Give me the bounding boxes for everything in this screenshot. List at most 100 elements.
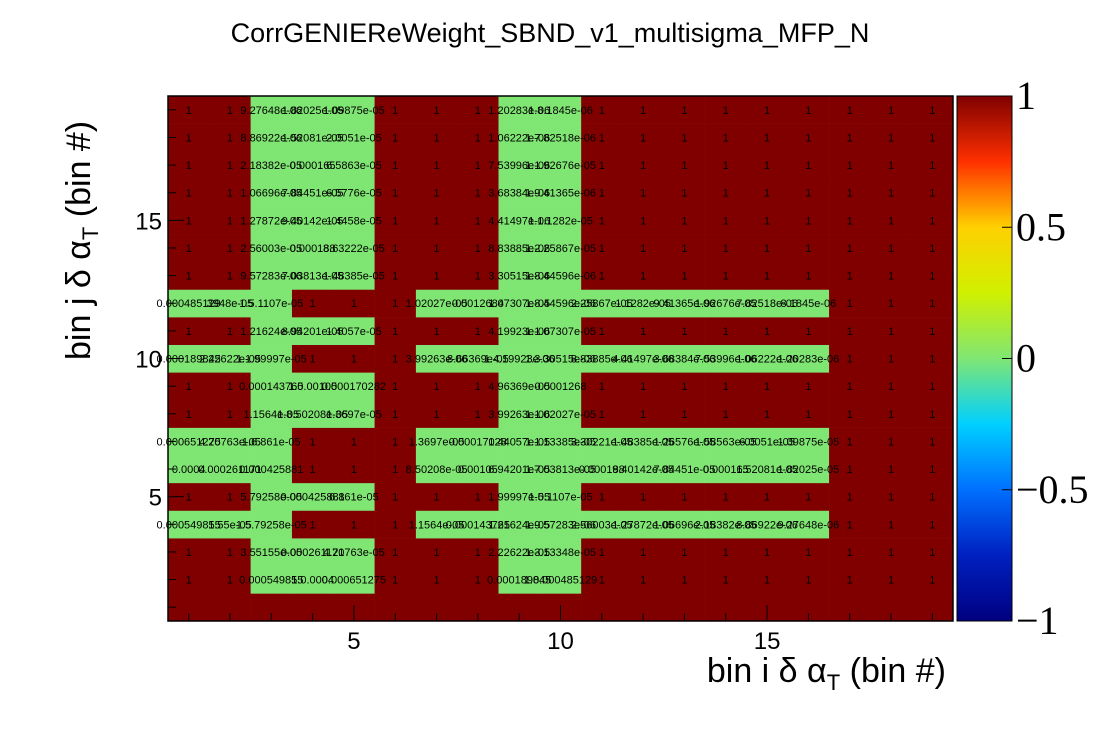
cell-value-label: 1	[764, 132, 770, 144]
heatmap-cell	[829, 372, 871, 401]
cell-value-label: 1	[599, 243, 605, 255]
heatmap-cell	[581, 178, 623, 207]
cell-value-label: 1	[475, 409, 481, 421]
cell-value-label: 1	[433, 243, 439, 255]
cell-value-label: 1	[723, 409, 729, 421]
cell-value-label: 1	[392, 243, 398, 255]
cell-value-label: 1	[764, 105, 770, 117]
cell-value-label: 0.000261171	[198, 464, 261, 476]
cell-value-label: 1.27872e-05	[612, 519, 674, 531]
cell-value-label: 8.63222e-05	[323, 243, 385, 255]
heatmap-cell	[539, 372, 582, 401]
cell-value-label: 1	[186, 326, 192, 338]
heatmap-cell	[622, 565, 665, 594]
cell-value-label: 0.000651275	[157, 436, 221, 448]
cell-value-label: 1	[929, 381, 935, 393]
cell-value-label: 8.1845e-06	[781, 298, 837, 310]
cell-value-label: 1	[764, 326, 770, 338]
heatmap-cell	[498, 427, 541, 456]
heatmap-cell	[415, 455, 458, 484]
cell-value-label: 4.41497e-06	[488, 215, 550, 227]
cell-value-label: 1	[640, 271, 646, 283]
cell-value-label: 1	[640, 188, 646, 200]
cell-value-label: 1	[227, 492, 233, 504]
cell-value-label: 1.8.44596e-06	[525, 271, 596, 283]
heatmap-cell	[209, 482, 251, 511]
heatmap-cell	[539, 206, 582, 235]
cell-value-label: 0.000165	[703, 464, 749, 476]
heatmap-cell	[870, 427, 912, 456]
cell-value-label: 1	[392, 188, 398, 200]
cell-value-label: 4.20763e-05	[323, 547, 385, 559]
heatmap-cell	[333, 151, 375, 180]
heatmap-cell	[705, 206, 747, 235]
cell-value-label: 8.86922e-06	[736, 519, 798, 531]
cell-value-label: 7.53996e-06	[695, 354, 757, 366]
cell-value-label: 1	[681, 243, 687, 255]
cell-value-label: 1	[847, 381, 853, 393]
heatmap-cell	[415, 565, 458, 594]
cell-value-label: 1	[847, 160, 853, 172]
heatmap-cell	[333, 482, 375, 511]
cell-value-label: 1	[723, 381, 729, 393]
heatmap-cell	[622, 96, 665, 124]
cell-value-label: 1	[681, 575, 687, 587]
heatmap-cell	[829, 206, 871, 235]
cell-value-label: 1.52081e-05	[282, 132, 344, 144]
heatmap-cell	[498, 289, 541, 318]
cell-value-label: 1	[888, 492, 894, 504]
heatmap-cell	[250, 565, 293, 594]
cell-value-label: 0.0004	[172, 464, 206, 476]
heatmap-cell	[498, 96, 541, 124]
cell-value-label: 1	[227, 132, 233, 144]
heatmap-cell	[415, 289, 458, 318]
cell-value-label: 3948e-05	[207, 298, 254, 310]
cell-value-label: 1	[888, 547, 894, 559]
heatmap-cell	[870, 455, 912, 484]
cell-value-label: 1	[847, 105, 853, 117]
heatmap-cell	[333, 289, 375, 318]
cell-value-label: 1	[599, 326, 605, 338]
heatmap-cell	[498, 178, 541, 207]
cell-value-label: 1	[640, 575, 646, 587]
heatmap-cell	[911, 151, 954, 180]
heatmap-cell	[374, 344, 417, 373]
cell-value-label: 1	[310, 519, 316, 531]
heatmap-cell	[663, 344, 706, 373]
cell-value-label: 8.94201e-05	[282, 326, 344, 338]
cell-value-label: 1	[847, 188, 853, 200]
heatmap-cell	[663, 123, 706, 152]
heatmap-cell	[333, 96, 375, 124]
heatmap-cell	[911, 289, 954, 318]
cell-value-label: 0.000261171	[281, 547, 344, 559]
heatmap-cell	[250, 344, 293, 373]
cell-value-label: 1	[888, 354, 894, 366]
palette-tick-label: −0.5	[1016, 467, 1089, 512]
cell-value-label: 1	[392, 381, 398, 393]
heatmap-cell	[663, 372, 706, 401]
cell-value-label: 1	[227, 271, 233, 283]
heatmap-cell	[581, 151, 623, 180]
heatmap-cell	[374, 455, 417, 484]
heatmap-cell	[787, 317, 830, 345]
heatmap-cell	[622, 455, 665, 484]
heatmap-cell	[870, 289, 912, 318]
heatmap-cell	[911, 482, 954, 511]
cell-value-label: 1	[351, 464, 357, 476]
heatmap-cell	[209, 96, 251, 124]
heatmap-cell	[787, 344, 830, 373]
cell-value-label: 7.84451e-05	[654, 464, 716, 476]
heatmap-cell	[415, 427, 458, 456]
cell-value-label: 1.27872e-05	[240, 215, 302, 227]
heatmap-cell	[663, 206, 706, 235]
heatmap-cell	[581, 427, 623, 456]
heatmap-cell	[415, 178, 458, 207]
heatmap-cell	[870, 510, 912, 539]
heatmap-cell	[291, 234, 334, 263]
cell-value-label: 1	[929, 492, 935, 504]
heatmap-cell	[498, 372, 541, 401]
cell-value-label: 1	[764, 381, 770, 393]
cell-value-label: 1	[433, 271, 439, 283]
heatmap-cell	[374, 96, 417, 124]
